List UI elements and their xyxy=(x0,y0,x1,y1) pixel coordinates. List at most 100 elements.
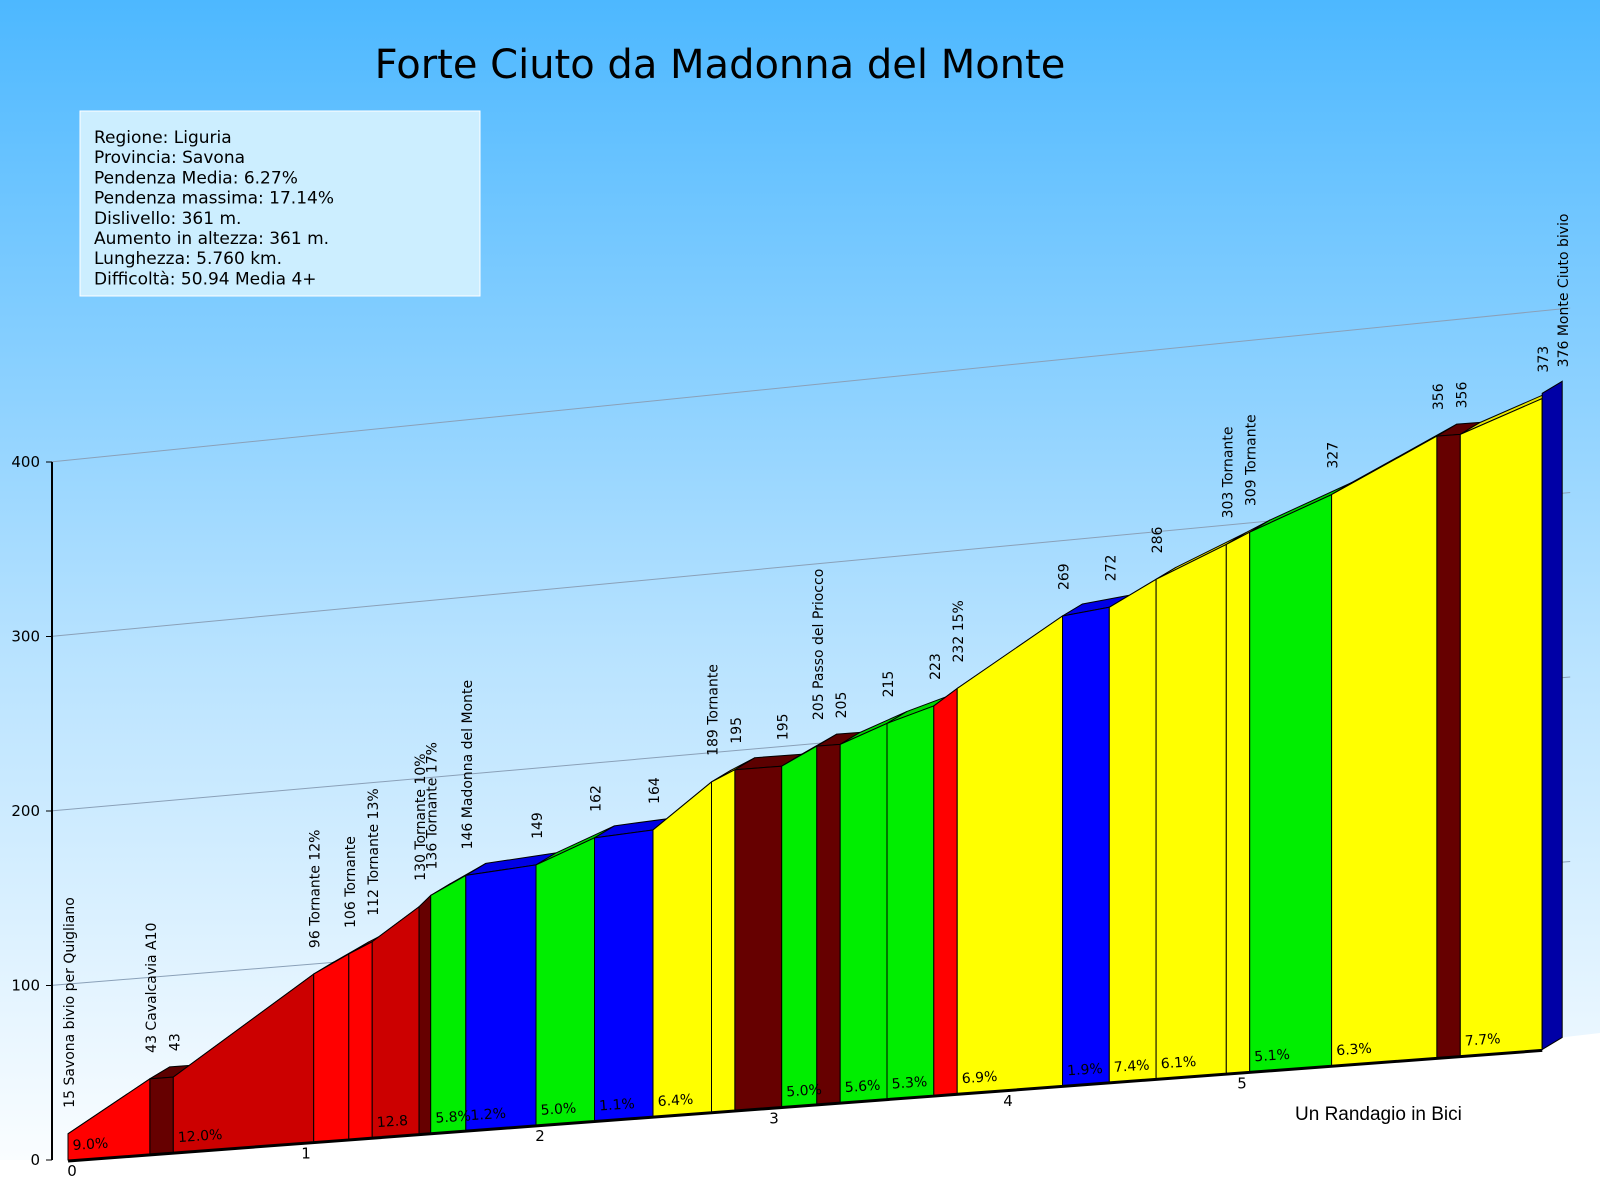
x-tick-label: 2 xyxy=(535,1127,545,1145)
gradient-label: 5.0% xyxy=(786,1082,823,1100)
info-line: Regione: Liguria xyxy=(94,128,232,148)
ground-plane xyxy=(0,1032,1600,1200)
info-line: Provincia: Savona xyxy=(94,148,245,168)
segment-face xyxy=(1108,578,1157,1083)
gradient-label: 5.3% xyxy=(891,1074,928,1092)
segment-end-cap xyxy=(1541,380,1563,1051)
segment-face xyxy=(594,829,654,1122)
point-label: 96 Tornante 12% xyxy=(308,830,324,949)
point-label: 164 xyxy=(647,777,663,804)
segment-face xyxy=(734,765,783,1111)
point-label: 373 xyxy=(1536,346,1552,373)
point-label: 195 xyxy=(729,717,745,744)
segment-face xyxy=(418,894,432,1135)
segment-face xyxy=(1331,435,1438,1066)
gradient-label: 12.0% xyxy=(177,1127,222,1146)
gradient-label: 5.1% xyxy=(1254,1047,1291,1065)
gradient-label: 1.2% xyxy=(470,1106,507,1124)
point-label: 195 xyxy=(776,713,792,740)
segment-face xyxy=(711,768,736,1113)
segment-face xyxy=(1225,531,1251,1074)
y-tick-label: 0 xyxy=(30,1151,40,1169)
point-label: 205 Passo del Priocco xyxy=(811,569,827,720)
segment-face xyxy=(465,864,537,1131)
gridline xyxy=(49,307,1571,463)
point-label: 112 Tornante 13% xyxy=(366,788,382,915)
info-line: Lunghezza: 5.760 km. xyxy=(94,249,282,269)
gradient-label: 12.8 xyxy=(376,1113,408,1131)
gradient-label: 6.9% xyxy=(961,1069,998,1087)
y-tick-label: 200 xyxy=(11,802,40,820)
info-line: Pendenza massima: 17.14% xyxy=(94,189,334,209)
segment-face xyxy=(1249,493,1333,1072)
segment-face xyxy=(430,874,467,1134)
point-label: 327 xyxy=(1326,442,1342,469)
point-label: 106 Tornante xyxy=(343,836,359,928)
point-label: 215 xyxy=(881,671,897,698)
y-tick-label: 400 xyxy=(11,453,40,471)
segment-face xyxy=(839,722,888,1103)
x-tick-label: 1 xyxy=(301,1144,311,1162)
point-label: 162 xyxy=(589,785,605,812)
info-box xyxy=(79,110,481,297)
gradient-label: 6.3% xyxy=(1336,1041,1373,1059)
info-line: Difficoltà: 50.94 Media 4+ xyxy=(94,269,317,289)
gradient-label: 1.1% xyxy=(599,1096,636,1114)
point-label: 356 xyxy=(1431,383,1447,410)
point-label: 232 15% xyxy=(951,600,967,662)
point-label: 43 xyxy=(167,1033,183,1051)
gradient-label: 6.4% xyxy=(657,1092,694,1110)
point-label: 146 Madonna del Monte xyxy=(460,680,476,850)
point-label: 43 Cavalcavia A10 xyxy=(144,923,160,1053)
y-tick-label: 100 xyxy=(11,977,40,995)
info-line: Dislivello: 361 m. xyxy=(94,209,241,229)
segment-face xyxy=(371,905,420,1138)
x-tick-label: 4 xyxy=(1003,1092,1013,1110)
segment-face xyxy=(956,615,1063,1094)
point-label: 130 Tornante 10% xyxy=(413,753,429,880)
segment-face xyxy=(886,705,935,1100)
segment-face xyxy=(1155,543,1227,1079)
point-label: 223 xyxy=(928,653,944,680)
info-line: Aumento in altezza: 361 m. xyxy=(94,229,329,249)
gradient-label: 7.4% xyxy=(1113,1057,1150,1075)
point-label: 272 xyxy=(1103,555,1119,582)
gradient-label: 5.0% xyxy=(540,1100,577,1118)
x-tick-label: 0 xyxy=(67,1162,77,1180)
credit-label: Un Randagio in Bici xyxy=(1295,1104,1462,1125)
segment-face xyxy=(535,837,595,1126)
segment-face xyxy=(781,745,818,1108)
point-label: 205 xyxy=(834,692,850,719)
gradient-label: 5.8% xyxy=(435,1108,472,1126)
segment-face xyxy=(652,780,712,1117)
point-label: 189 Tornante xyxy=(706,664,722,756)
point-label: 269 xyxy=(1057,563,1073,590)
segment-face xyxy=(149,1076,174,1155)
segment-face xyxy=(1436,433,1461,1058)
point-label: 149 xyxy=(530,812,546,839)
segment-face xyxy=(348,940,373,1140)
segment-face xyxy=(933,687,958,1096)
info-line: Pendenza Media: 6.27% xyxy=(94,168,298,188)
gradient-label: 7.7% xyxy=(1464,1031,1501,1049)
point-label: 376 Monte Ciuto bivio xyxy=(1556,214,1572,368)
segment-face xyxy=(1062,606,1110,1086)
x-tick-label: 5 xyxy=(1237,1074,1247,1092)
point-label: 15 Savona bivio per Quigliano xyxy=(62,897,78,1108)
point-label: 303 Tornante xyxy=(1220,427,1236,519)
gradient-label: 1.9% xyxy=(1067,1061,1104,1079)
segment-face xyxy=(1459,397,1543,1057)
point-label: 286 xyxy=(1150,527,1166,554)
gradient-label: 6.1% xyxy=(1160,1054,1197,1072)
chart-title: Forte Ciuto da Madonna del Monte xyxy=(375,42,1066,88)
y-tick-label: 300 xyxy=(11,628,40,646)
point-label: 356 xyxy=(1454,382,1470,409)
point-label: 309 Tornante xyxy=(1244,414,1260,506)
point-label: 136 Tornante 17% xyxy=(425,742,441,869)
x-tick-label: 3 xyxy=(769,1109,779,1127)
segment-face xyxy=(816,743,841,1105)
gradient-label: 5.6% xyxy=(844,1078,881,1096)
gradient-label: 9.0% xyxy=(72,1136,109,1154)
